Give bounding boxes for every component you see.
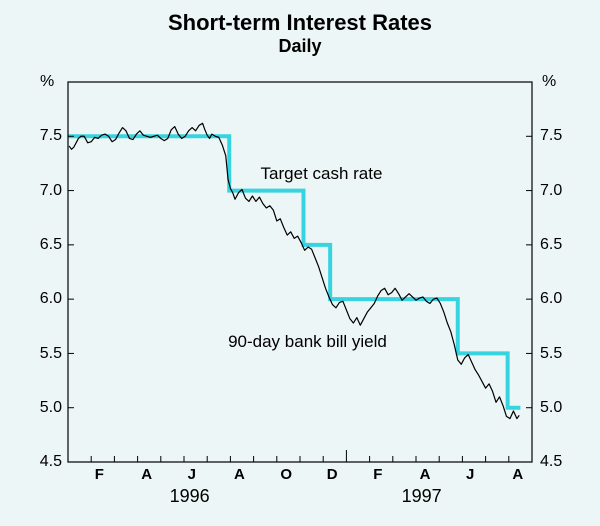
x-month-label: A bbox=[420, 466, 431, 483]
y-unit-left: % bbox=[40, 73, 54, 91]
y-tick-label-right: 6.0 bbox=[540, 290, 576, 308]
y-tick-label-right: 7.5 bbox=[540, 127, 576, 145]
y-tick-label-right: 4.5 bbox=[540, 453, 576, 471]
y-tick-label-left: 4.5 bbox=[26, 453, 62, 471]
x-year-label: 1996 bbox=[170, 486, 210, 507]
x-year-label: 1997 bbox=[402, 486, 442, 507]
y-unit-right: % bbox=[542, 73, 556, 91]
y-tick-label-left: 7.0 bbox=[26, 182, 62, 200]
chart-svg bbox=[0, 0, 600, 526]
annotation: 90-day bank bill yield bbox=[228, 332, 387, 352]
annotation: Target cash rate bbox=[261, 164, 383, 184]
y-tick-label-right: 7.0 bbox=[540, 182, 576, 200]
x-month-label: D bbox=[327, 466, 338, 483]
y-tick-label-left: 5.5 bbox=[26, 345, 62, 363]
x-month-label: A bbox=[234, 466, 245, 483]
y-tick-label-right: 5.5 bbox=[540, 345, 576, 363]
x-month-label: F bbox=[373, 466, 382, 483]
y-tick-label-left: 6.0 bbox=[26, 290, 62, 308]
y-tick-label-left: 7.5 bbox=[26, 127, 62, 145]
y-tick-label-left: 5.0 bbox=[26, 399, 62, 417]
y-tick-label-right: 5.0 bbox=[540, 399, 576, 417]
y-tick-label-left: 6.5 bbox=[26, 236, 62, 254]
x-month-label: J bbox=[466, 466, 474, 483]
plot-frame bbox=[68, 82, 532, 462]
chart-container: Short-term Interest Rates Daily 4.54.55.… bbox=[0, 0, 600, 526]
x-month-label: J bbox=[188, 466, 196, 483]
y-tick-label-right: 6.5 bbox=[540, 236, 576, 254]
x-month-label: F bbox=[95, 466, 104, 483]
x-month-label: A bbox=[512, 466, 523, 483]
x-month-label: A bbox=[141, 466, 152, 483]
x-month-label: O bbox=[280, 466, 292, 483]
